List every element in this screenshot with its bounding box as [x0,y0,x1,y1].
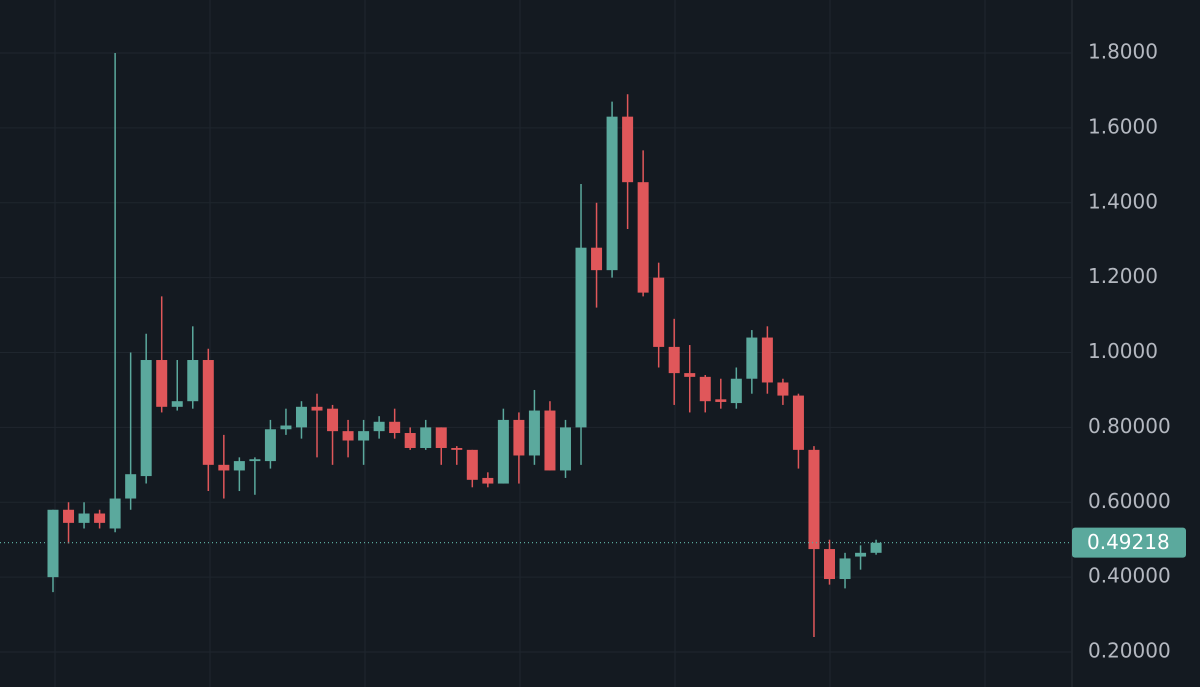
candle-body [653,277,665,347]
candle-body [125,474,137,499]
candle-body [824,549,835,580]
candle-body [513,419,525,456]
candle-body [280,425,292,430]
y-tick-label: 1.4000 [1088,189,1158,213]
candle-body [528,410,540,456]
candle-body [746,337,758,379]
candle-body [497,419,509,484]
y-tick-label: 0.20000 [1088,639,1171,663]
candle-body [622,116,634,183]
candle-body [342,431,354,441]
candle-body [78,513,90,523]
y-tick-label: 0.40000 [1088,564,1171,588]
candle-body [575,247,587,428]
candle-body [559,427,571,471]
candle-body [839,558,851,580]
candle-body [109,498,121,529]
candle-body [668,346,680,374]
y-tick-label: 1.8000 [1088,40,1158,64]
last-price-box [1072,527,1186,558]
candle-body [295,406,307,428]
candle-body [233,461,245,471]
candle-body [606,116,618,271]
candle-body [637,182,649,293]
candle-body [358,431,370,441]
candle-body [187,360,199,402]
y-tick-label: 1.2000 [1088,264,1158,288]
candle-body [591,247,603,271]
candle-body [715,399,727,402]
candle-body [544,410,556,471]
candle-body [684,373,696,377]
candle-body [202,360,214,465]
y-tick-label: 0.80000 [1088,414,1171,438]
y-tick-label: 1.0000 [1088,339,1158,363]
candle-body [311,406,323,411]
candle-body [855,552,867,557]
candle-body [730,378,742,404]
last-price-label: 0.49218 [1087,530,1170,554]
candle-body [47,509,59,578]
candle-body [389,421,401,434]
candle-body [404,433,416,448]
candle-body [140,360,152,477]
y-tick-label: 0.60000 [1088,489,1171,513]
candle-body [451,447,463,450]
candle-body [94,513,106,523]
candle-body [420,427,432,448]
candle-body [327,408,339,432]
candle-body [171,401,183,407]
candle-body [249,459,261,462]
candle-body [699,376,711,402]
candle-body [435,427,447,448]
candle-body [218,464,230,471]
candle-body [264,429,276,462]
candle-body [870,542,882,553]
candle-body [373,421,385,432]
y-tick-label: 1.6000 [1088,114,1158,138]
candle-body [808,449,820,550]
candle-body [156,360,168,407]
candle-body [761,337,773,383]
candle-body [482,477,494,484]
candle-body [63,509,75,523]
candle-body [792,395,804,450]
candle-body [466,449,478,480]
candle-body [777,382,789,396]
